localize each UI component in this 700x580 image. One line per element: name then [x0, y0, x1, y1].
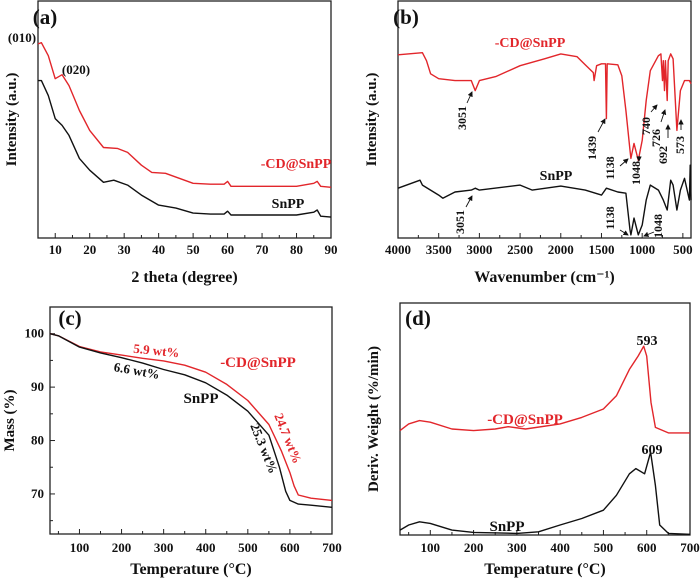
- y-axis-label: Mass (%): [2, 389, 18, 451]
- panel-a: 10 20 30 40 50 60 70 80 90 2 theta (degree) Intens…: [4, 0, 338, 286]
- x-tick-label: 20: [83, 242, 96, 257]
- annotation-label: -CD@SnPP: [495, 36, 566, 51]
- x-tick-label: 400: [196, 540, 216, 555]
- annotation-arrow: [650, 104, 658, 113]
- series-line-cd-snpp: [49, 333, 333, 502]
- x-tick-label: 50: [187, 242, 200, 257]
- x-tick-label: 200: [112, 540, 132, 555]
- annotation-label: 726: [649, 129, 663, 147]
- x-tick-label: 300: [507, 540, 527, 555]
- x-tick-label: 500: [673, 242, 693, 257]
- plot-frame: [49, 306, 333, 535]
- panel-label: (a): [33, 5, 58, 29]
- series-line-snpp: [38, 79, 332, 218]
- annotation-label: 609: [642, 443, 663, 458]
- x-axis-label: Wavenumber (cm⁻¹): [474, 269, 614, 286]
- series-line-snpp: [399, 451, 691, 535]
- annotation-label: (010): [8, 30, 36, 45]
- x-tick-label: 100: [70, 540, 90, 555]
- x-tick-label: 300: [154, 540, 174, 555]
- y-axis-label: Deriv. Weight (%/min): [366, 346, 382, 492]
- panel-label: (b): [393, 5, 419, 29]
- panel-label: (d): [405, 306, 431, 330]
- annotation-label: 1138: [603, 206, 617, 229]
- x-tick-label: 600: [637, 540, 657, 555]
- annotation-label: 1138: [603, 156, 617, 179]
- annotation-label: 25.3 wt%: [247, 421, 281, 475]
- annotation-label: 740: [639, 117, 653, 135]
- x-axis-label: Temperature (°C): [130, 561, 251, 578]
- annotation-label: -CD@SnPP: [220, 355, 296, 371]
- annotation-arrow: [597, 118, 606, 133]
- x-tick-label: 80: [290, 242, 303, 257]
- x-tick-label: 30: [118, 242, 131, 257]
- plot-frame: [397, 0, 692, 239]
- x-tick-label: 200: [464, 540, 484, 555]
- x-tick-label: 10: [49, 242, 62, 257]
- annotation-label: 3051: [455, 106, 469, 130]
- annotation-arrow: [619, 229, 629, 236]
- x-tick-label: 90: [325, 242, 338, 257]
- series-line-cd-snpp: [37, 42, 332, 188]
- annotation-label: 573: [673, 136, 687, 154]
- panel-c: 100 200 300 400 500 600 700 70 80 90 100 Temperatur…: [2, 306, 342, 578]
- annotation-label: (020): [62, 62, 90, 77]
- x-tick-label: 600: [280, 540, 300, 555]
- x-tick-label: 4000: [385, 242, 411, 257]
- annotation-label: -CD@SnPP: [487, 412, 563, 428]
- x-tick-label: 1000: [629, 242, 655, 257]
- x-tick-label: 3000: [466, 242, 492, 257]
- annotation-arrow: [465, 195, 473, 208]
- annotation-label: 692: [656, 146, 670, 164]
- y-tick-label: 70: [31, 486, 44, 501]
- annotation-label: SnPP: [183, 391, 218, 407]
- y-axis-label: Intensity (a.u.): [4, 73, 20, 167]
- annotation-label: -CD@SnPP: [261, 157, 332, 172]
- x-tick-label: 60: [221, 242, 234, 257]
- annotation-arrow: [466, 91, 473, 104]
- y-tick-label: 90: [31, 379, 44, 394]
- y-tick-label: 100: [25, 326, 45, 341]
- plot-frame: [399, 302, 691, 536]
- y-axis-label: Intensity (a.u.): [364, 73, 380, 167]
- x-tick-label: 400: [550, 540, 570, 555]
- x-axis-label: Temperature (°C): [484, 561, 605, 578]
- annotation-arrow: [643, 231, 655, 237]
- annotation-label: 1048: [629, 161, 643, 185]
- x-tick-label: 700: [680, 540, 700, 555]
- plot-frame: [37, 0, 332, 239]
- annotation-label: 1048: [651, 214, 665, 238]
- annotation-label: SnPP: [540, 169, 573, 184]
- annotation-label: 593: [637, 334, 658, 349]
- series-line-snpp: [49, 333, 333, 508]
- annotation-label: SnPP: [272, 197, 305, 212]
- annotation-arrow: [660, 109, 667, 123]
- series-line-cd-snpp: [397, 52, 692, 161]
- x-tick-label: 100: [421, 540, 441, 555]
- x-tick-label: 70: [256, 242, 269, 257]
- series-line-cd-snpp: [399, 345, 690, 434]
- x-tick-label: 500: [238, 540, 258, 555]
- x-tick-label: 1500: [588, 242, 614, 257]
- x-tick-label: 40: [152, 242, 165, 257]
- x-tick-label: 2000: [548, 242, 574, 257]
- panel-d: 100 200 300 400 500 600 700 Temperature (°C) Der…: [366, 302, 700, 578]
- x-tick-label: 700: [322, 540, 342, 555]
- x-tick-label: 500: [594, 540, 614, 555]
- x-axis-label: 2 theta (degree): [131, 269, 237, 286]
- y-tick-label: 80: [31, 433, 44, 448]
- panel-label: (c): [58, 306, 81, 330]
- x-tick-label: 3500: [426, 242, 452, 257]
- annotation-label: 5.9 wt%: [133, 341, 181, 361]
- x-tick-label: 2500: [507, 242, 533, 257]
- annotation-label: SnPP: [489, 519, 524, 535]
- panel-b: 4000 3500 3000 2500 2000 1500 1000 500 Wavenumbe…: [364, 0, 693, 286]
- annotation-arrow: [619, 158, 629, 167]
- annotation-label: 1439: [585, 136, 599, 160]
- annotation-label: 3051: [453, 210, 467, 234]
- series-line-snpp: [397, 164, 692, 236]
- annotation-label: 6.6 wt%: [113, 359, 161, 382]
